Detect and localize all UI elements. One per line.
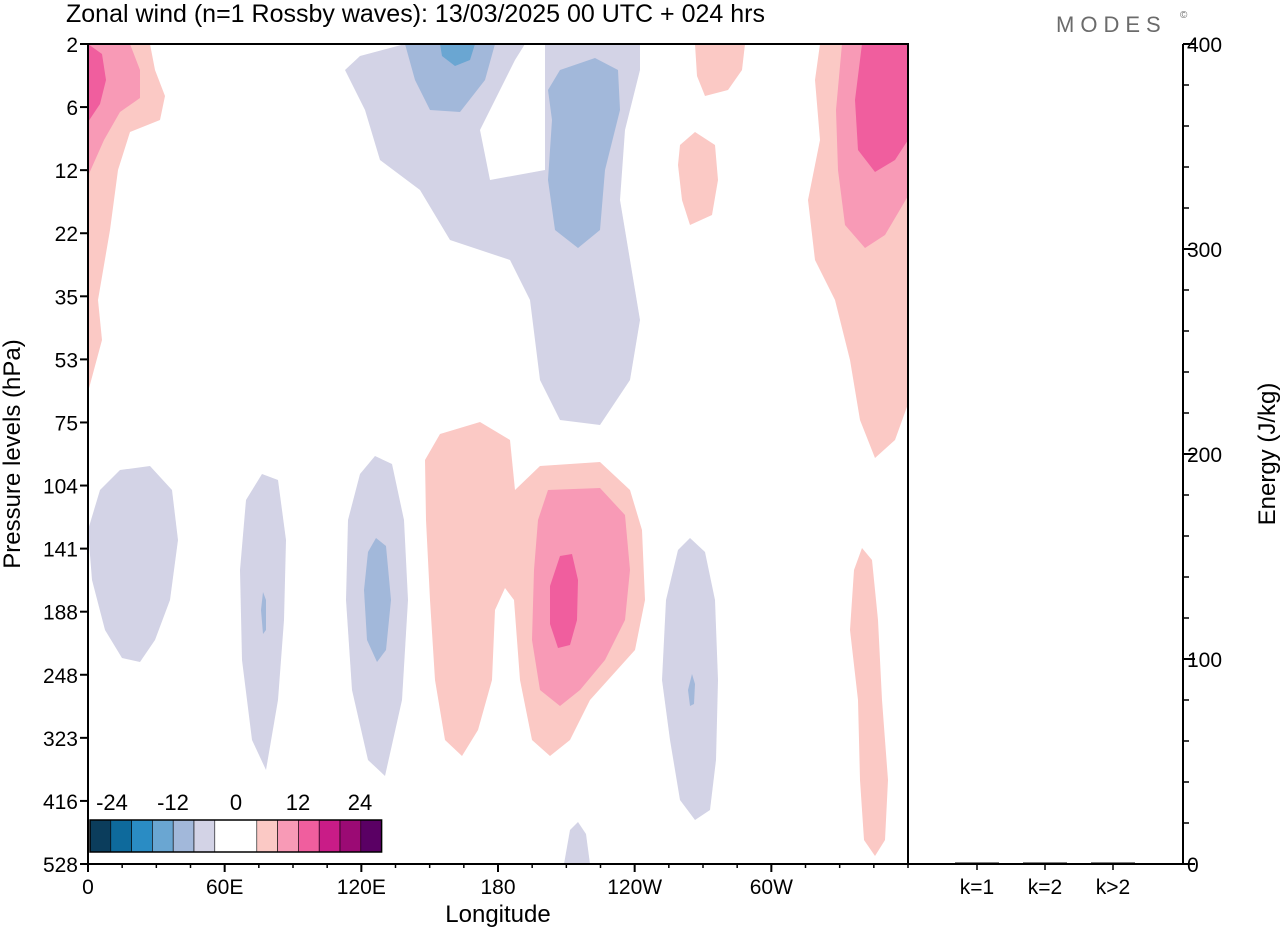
- contour-negative-8-100w-dot: [688, 674, 695, 706]
- y-tick-label: 416: [43, 791, 78, 814]
- y-tick-label: 323: [43, 728, 78, 751]
- contour-positive-12-left-edge: [88, 44, 106, 122]
- copyright-mark: ©: [1180, 10, 1188, 21]
- energy-tick-label: 0: [1187, 854, 1199, 877]
- x-axis-ticks: 0 60E 120E 180 120W 60W: [82, 864, 909, 899]
- chart-title: Zonal wind (n=1 Rossby waves): 13/03/202…: [66, 0, 765, 28]
- colorbar-cell: [277, 819, 299, 853]
- energy-axis-ticks: 0 100 200 300 400: [1183, 34, 1222, 877]
- colorbar-cell: [298, 819, 320, 853]
- colorbar-tick-label: 12: [286, 790, 310, 815]
- colorbar-tick-label: -24: [96, 790, 128, 815]
- colorbar-labels: -24 -12 0 12 24: [96, 790, 372, 815]
- colorbar-cell: [172, 819, 195, 853]
- energy-bars: [955, 862, 1135, 864]
- y-tick-label: 528: [43, 854, 78, 877]
- contour-negative-8-75e-dot: [261, 592, 266, 634]
- modes-logo: MODES: [1056, 12, 1167, 37]
- colorbar-tick-label: 0: [230, 790, 242, 815]
- energy-category-labels: k=1 k=2 k>2: [960, 864, 1130, 899]
- energy-axis-label: Energy (J/kg): [1254, 383, 1280, 526]
- energy-bar: [955, 862, 999, 864]
- energy-bar: [1091, 862, 1135, 864]
- colorbar-cell: [256, 819, 278, 853]
- y-axis-ticks: 2 6 12 22 35 53 75 104 141 188 248 323 416 528: [43, 34, 88, 877]
- contour-negative-8-160w: [548, 58, 620, 248]
- y-tick-label: 53: [55, 349, 78, 372]
- contour-positive-8-160w-lower: [532, 488, 630, 706]
- y-tick-label: 22: [55, 223, 78, 246]
- energy-category-label: k>2: [1096, 876, 1130, 899]
- colorbar-cell: [193, 819, 216, 853]
- colorbar-cell: [152, 819, 174, 853]
- x-tick-label: 0: [82, 876, 94, 899]
- x-axis-label: Longitude: [445, 901, 550, 928]
- colorbar-cell: [214, 819, 258, 853]
- contour-negative-8-125e: [364, 538, 391, 662]
- energy-tick-label: 200: [1187, 444, 1222, 467]
- contour-negative-4-100w: [662, 538, 718, 820]
- colorbar-cell: [360, 819, 382, 853]
- y-tick-label: 2: [66, 34, 78, 57]
- colorbar-tick-label: 24: [348, 790, 372, 815]
- energy-panel: 0 100 200 300 400 k=1 k=2 k>2 Energy (J/kg): [907, 34, 1280, 899]
- colorbar-cell: [318, 819, 341, 853]
- contour-negative-4-20e: [88, 466, 178, 662]
- colorbar-cell: [89, 819, 112, 853]
- x-tick-label: 120W: [607, 876, 662, 899]
- colorbar-cell: [131, 819, 153, 853]
- energy-tick-label: 300: [1187, 239, 1222, 262]
- contour-positive-4-90w-small: [678, 132, 718, 225]
- x-tick-label: 120E: [337, 876, 386, 899]
- y-tick-label: 75: [55, 412, 78, 435]
- contour-positive-12-right-edge: [855, 44, 908, 172]
- y-tick-label: 188: [43, 602, 78, 625]
- y-tick-label: 248: [43, 665, 78, 688]
- x-tick-label: 60E: [206, 876, 243, 899]
- colorbar-tick-label: -12: [157, 790, 189, 815]
- x-tick-label: 60W: [750, 876, 793, 899]
- y-axis-label: Pressure levels (hPa): [0, 339, 26, 568]
- energy-tick-label: 400: [1187, 34, 1222, 57]
- y-tick-label: 12: [55, 160, 78, 183]
- colorbar: [89, 819, 383, 853]
- contour-negative-4-bottom-150w: [564, 822, 590, 864]
- y-tick-label: 6: [66, 97, 78, 120]
- contour-negative-8-160e: [405, 44, 495, 112]
- contour-positive-12-160w-lower: [550, 554, 578, 648]
- energy-category-label: k=2: [1028, 876, 1062, 899]
- colorbar-cell: [110, 819, 132, 853]
- y-tick-label: 141: [43, 539, 78, 562]
- y-tick-label: 35: [55, 286, 78, 309]
- y-tick-label: 104: [43, 476, 78, 499]
- contour-panel: -24 -12 0 12 24 0 60E 120E 180 120W 60W 2 6 12 22 35 5…: [0, 34, 909, 928]
- contour-negative-12-160e: [440, 44, 475, 66]
- colorbar-cell: [339, 819, 362, 853]
- contour-positive-4-80w: [695, 44, 745, 96]
- energy-tick-label: 100: [1187, 649, 1222, 672]
- energy-bar: [1023, 862, 1067, 864]
- colorbar-frame: [89, 819, 383, 853]
- energy-category-label: k=1: [960, 876, 994, 899]
- contour-positive-4-40w-lower: [850, 548, 888, 856]
- x-tick-label: 180: [480, 876, 515, 899]
